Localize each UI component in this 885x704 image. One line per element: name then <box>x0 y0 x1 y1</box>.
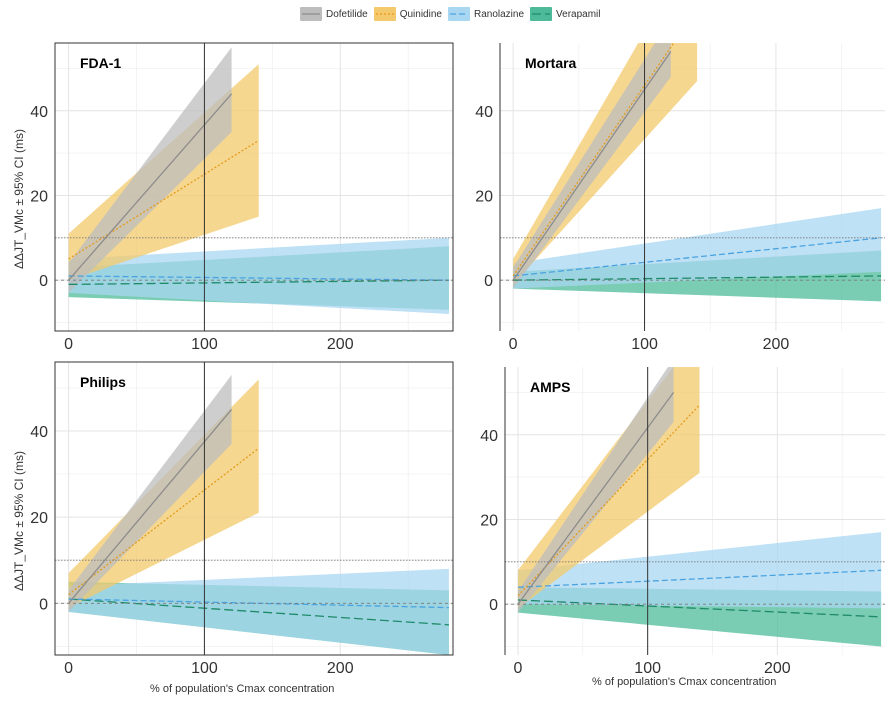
line-ranolazine <box>517 569 882 588</box>
y-tick-label: 20 <box>30 188 48 205</box>
y-tick-label: 0 <box>484 273 493 290</box>
x-tick-label: 200 <box>764 660 791 677</box>
line-ranolazine <box>68 598 449 609</box>
ribbon-dofetilide <box>68 374 232 612</box>
x-tick-label: 100 <box>191 660 218 677</box>
ribbon-ranolazine <box>68 237 449 315</box>
panel-title: Mortara <box>525 55 577 71</box>
ribbon-dofetilide <box>68 47 232 293</box>
x-axis-label-right: % of population's Cmax concentration <box>592 676 777 688</box>
panel-title: Philips <box>80 374 126 390</box>
y-axis-label-bottom: ΔΔJT_VMc ± 95% CI (ms) <box>12 451 26 591</box>
line-quinidine <box>68 447 260 596</box>
x-tick-label: 0 <box>64 660 73 677</box>
legend-label: Ranolazine <box>473 8 525 20</box>
x-tick-label: 100 <box>634 660 661 677</box>
x-tick-label: 0 <box>514 660 523 677</box>
legend-item-quinidine: Quinidine <box>373 7 442 21</box>
x-tick-label: 0 <box>509 336 518 353</box>
series-layer <box>68 47 449 315</box>
line-verapamil <box>68 598 449 626</box>
y-tick-label: 20 <box>480 512 498 529</box>
panel-frame <box>54 361 454 656</box>
y-tick-label: 0 <box>39 273 48 290</box>
legend: Dofetilide Quinidine Ranolazine Verapamil <box>300 4 600 24</box>
x-tick-label: 200 <box>327 336 354 353</box>
y-tick-label: 0 <box>489 597 498 614</box>
panel-frame <box>54 42 454 332</box>
ribbon-ranolazine <box>513 208 882 289</box>
legend-key-verapamil <box>530 7 553 21</box>
x-axis-label-left: % of population's Cmax concentration <box>150 683 335 695</box>
y-tick-label: 0 <box>39 596 48 613</box>
panel-fda-1: 0 20 40 0 100 200 FDA-1 <box>30 42 454 353</box>
y-tick-label: 40 <box>30 424 48 441</box>
series-layer <box>512 43 882 302</box>
y-tick-label: 20 <box>30 510 48 527</box>
panel-philips: 0 20 40 0 100 200 Philips <box>30 361 454 677</box>
line-verapamil <box>517 599 882 618</box>
x-tick-label: 200 <box>763 336 790 353</box>
line-verapamil <box>68 279 449 286</box>
legend-item-ranolazine: Ranolazine <box>447 7 525 21</box>
y-axis-label-top: ΔΔJT_VMc ± 95% CI (ms) <box>12 129 26 269</box>
legend-key-ranolazine <box>447 7 470 21</box>
x-tick-label: 0 <box>64 336 73 353</box>
y-tick-label: 40 <box>475 104 493 121</box>
legend-label: Quinidine <box>399 8 442 20</box>
line-ranolazine <box>513 237 882 277</box>
series-layer <box>68 374 449 655</box>
ribbon-ranolazine <box>517 532 882 609</box>
line-ranolazine <box>68 275 449 281</box>
legend-key-quinidine <box>373 7 396 21</box>
panel-amps: 0 20 40 0 100 200 AMPS <box>480 367 885 677</box>
y-tick-label: 40 <box>480 428 498 445</box>
x-tick-label: 100 <box>631 336 658 353</box>
panel-mortara: 0 20 40 0 100 200 Mortara <box>475 43 885 353</box>
legend-label: Verapamil <box>556 8 601 20</box>
x-tick-label: 200 <box>327 660 354 677</box>
panel-title: AMPS <box>530 379 570 395</box>
x-tick-label: 100 <box>191 336 218 353</box>
series-layer <box>517 367 882 647</box>
panel-title: FDA-1 <box>80 55 121 71</box>
line-verapamil <box>513 275 882 281</box>
line-quinidine <box>68 139 260 260</box>
legend-label: Dofetilide <box>326 8 368 20</box>
y-tick-label: 40 <box>30 104 48 121</box>
legend-item-dofetilide: Dofetilide <box>300 7 368 21</box>
legend-key-dofetilide <box>300 7 322 21</box>
y-tick-label: 20 <box>475 188 493 205</box>
legend-item-verapamil: Verapamil <box>530 7 600 21</box>
